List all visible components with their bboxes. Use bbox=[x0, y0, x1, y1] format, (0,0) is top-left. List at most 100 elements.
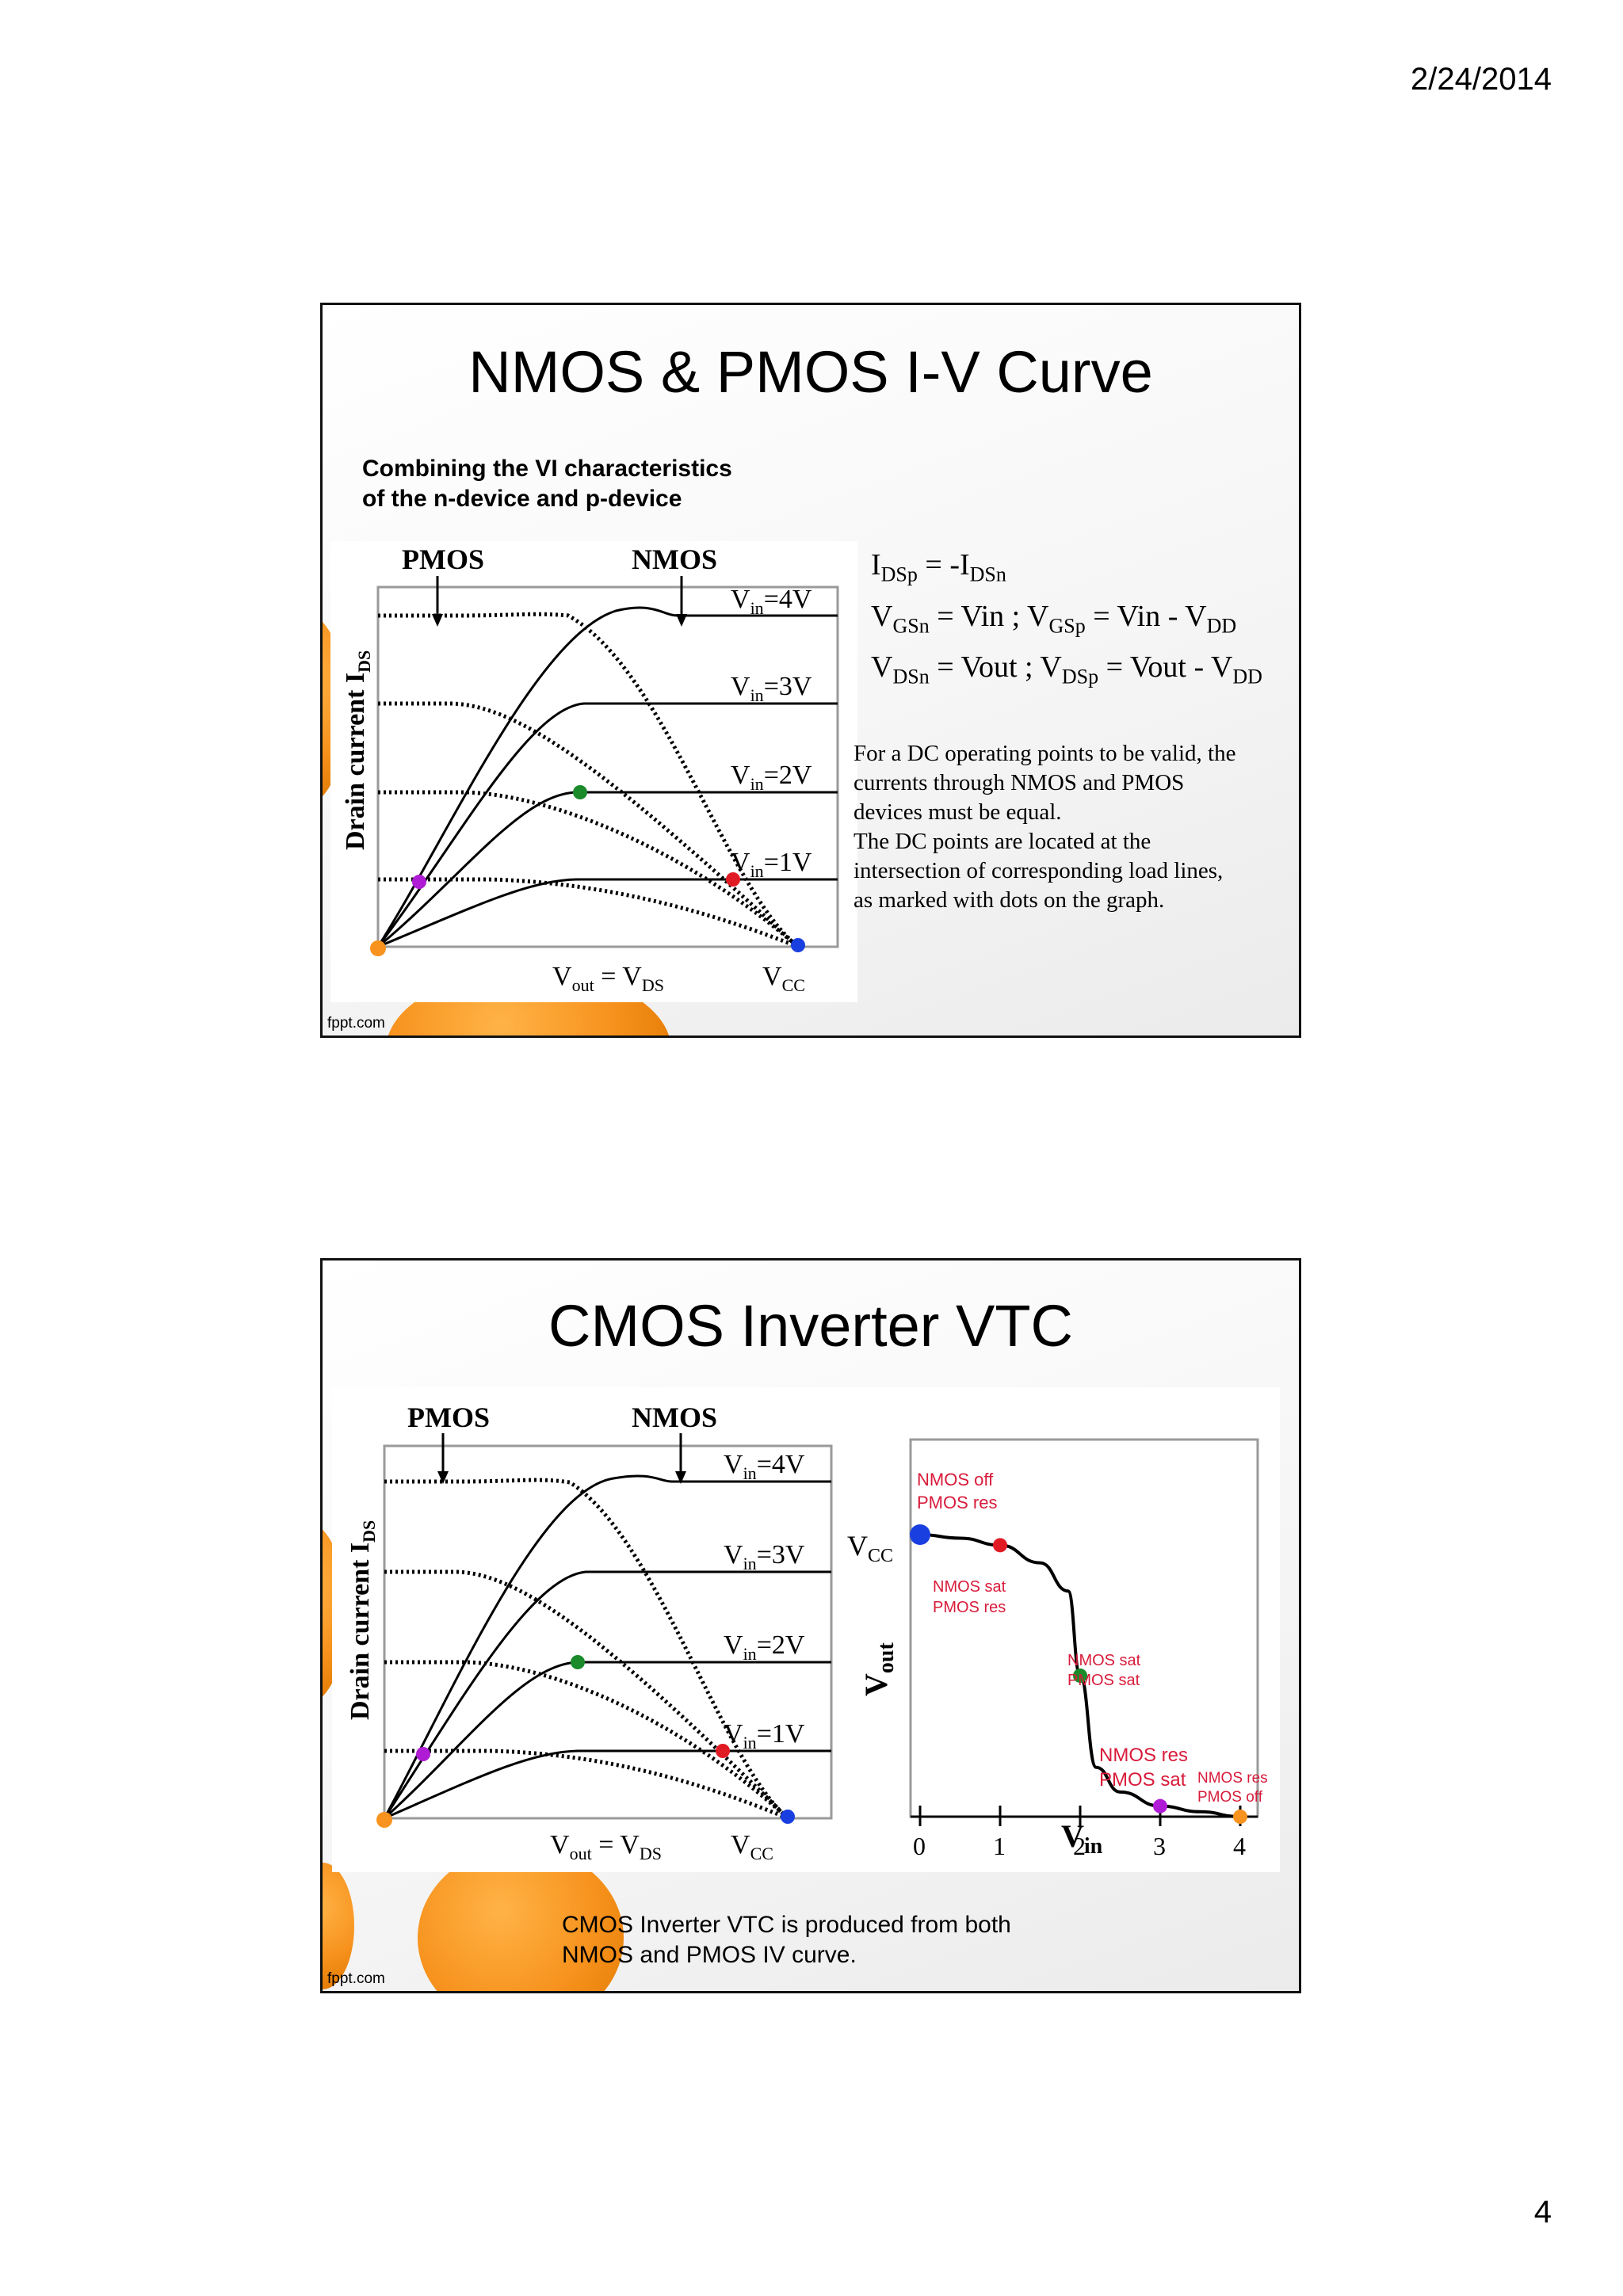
vtc-y-label-sub: out bbox=[874, 1642, 899, 1674]
nmos-curve-vin2 bbox=[377, 791, 838, 948]
vtc-x-label-sub: in bbox=[1084, 1834, 1103, 1859]
pmos-curve-vin1 bbox=[384, 1749, 789, 1821]
slide-cmos-vtc: CMOS Inverter VTC PMOS NMOS Drain curren… bbox=[320, 1258, 1301, 1993]
vtc-tick-label: 4 bbox=[1233, 1832, 1246, 1860]
vin-value: =3V bbox=[757, 1540, 805, 1569]
vin-prefix: V bbox=[724, 1630, 743, 1660]
vin-label-2: Vin=2V bbox=[731, 761, 812, 794]
eq-part: I bbox=[871, 548, 881, 582]
nmos-curve-vin1 bbox=[377, 878, 838, 948]
nmos-curve-vin4 bbox=[383, 1474, 831, 1819]
dot-purple bbox=[412, 875, 426, 889]
vin-prefix: V bbox=[731, 848, 750, 877]
vin-label-text: Vin=2V bbox=[724, 1630, 805, 1664]
vtc-points bbox=[910, 1524, 1247, 1824]
vcc-label: VCC bbox=[731, 1830, 773, 1863]
pmos-arrow-head bbox=[437, 1471, 449, 1484]
region-label-line: NMOS res bbox=[1197, 1770, 1268, 1787]
slide-title: NMOS & PMOS I-V Curve bbox=[468, 339, 1153, 405]
nmos-curve-vin4 bbox=[376, 606, 838, 948]
nmos-curve-vin2 bbox=[383, 1661, 831, 1820]
vin-sub: in bbox=[743, 1733, 757, 1753]
dot-blue bbox=[791, 938, 805, 952]
vin-sub: in bbox=[743, 1554, 757, 1573]
nmos-curve-vin1 bbox=[384, 1749, 831, 1820]
vin-prefix: V bbox=[731, 672, 750, 701]
y-axis-label: Drain current IDS bbox=[346, 1520, 379, 1720]
nmos-label: NMOS bbox=[632, 1402, 717, 1433]
eq-sub: DD bbox=[1232, 665, 1262, 688]
x-label-eq: = V bbox=[594, 962, 643, 991]
region-label-1: NMOS off PMOS res bbox=[917, 1470, 997, 1512]
vtc-point-green bbox=[1073, 1669, 1087, 1683]
x-label: V bbox=[552, 962, 572, 991]
x-axis-label: Vout = VDS bbox=[550, 1830, 662, 1863]
vin-label-text: Vin=2V bbox=[731, 761, 812, 794]
page-number: 4 bbox=[1533, 2195, 1552, 2229]
dot-orange bbox=[370, 940, 386, 956]
region-label-line: PMOS off bbox=[1197, 1789, 1263, 1806]
vin-prefix: V bbox=[731, 585, 750, 614]
equations: IDSp = -IDSn VGSn = Vin ; VGSp = Vin - V… bbox=[871, 544, 1262, 698]
eq-sub: DSp bbox=[880, 563, 918, 586]
nmos-arrow-head bbox=[675, 1471, 686, 1484]
vin-label-1: Vin=1V bbox=[731, 848, 812, 881]
vcc-sub: CC bbox=[782, 975, 805, 995]
vin-label-text: Vin=3V bbox=[724, 1540, 805, 1573]
vin-prefix: V bbox=[724, 1450, 743, 1479]
dc-operating-note: For a DC operating points to be valid, t… bbox=[854, 739, 1235, 915]
slide-title: CMOS Inverter VTC bbox=[548, 1293, 1073, 1359]
vtc-y-axis-label: Vout bbox=[858, 1642, 899, 1696]
vtc-tick-label: 0 bbox=[913, 1832, 926, 1860]
vin-sub: in bbox=[743, 1644, 757, 1664]
region-label-line: NMOS res bbox=[1099, 1745, 1188, 1766]
vin-label-text: Vin=1V bbox=[724, 1719, 805, 1753]
vtc-vcc-label: VCC bbox=[847, 1530, 893, 1566]
pmos-curve-vin2 bbox=[384, 1660, 789, 1820]
y-axis-label-text: Drain current I bbox=[341, 673, 370, 850]
eq-part: = -I bbox=[917, 548, 970, 582]
vtc-point-red bbox=[993, 1538, 1007, 1553]
nmos-curve-vin3 bbox=[383, 1570, 831, 1819]
pmos-curve-vin3 bbox=[384, 1569, 789, 1820]
equation-3: VDSn = Vout ; VDSp = Vout - VDD bbox=[871, 646, 1262, 698]
vin-label-text: Vin=1V bbox=[731, 848, 812, 881]
x-label-eq-sub: DS bbox=[642, 975, 664, 995]
vin-prefix: V bbox=[724, 1719, 743, 1749]
caption-line: NMOS and PMOS IV curve. bbox=[562, 1942, 857, 1968]
nmos-arrow-head bbox=[676, 614, 687, 627]
region-label-3: NMOS sat PMOS sat bbox=[1067, 1652, 1141, 1689]
vtc-vcc-text: V bbox=[847, 1530, 868, 1562]
note-line: For a DC operating points to be valid, t… bbox=[854, 741, 1236, 766]
eq-sub: DSp bbox=[1061, 665, 1099, 688]
vin-label-2: Vin=2V bbox=[724, 1630, 805, 1664]
vin-value: =4V bbox=[764, 585, 812, 614]
iv-plot-small: PMOS NMOS Drain current IDS Vin=4V Vin=3… bbox=[346, 1402, 833, 1863]
x-label-eq-sub: DS bbox=[640, 1844, 662, 1863]
pmos-label: PMOS bbox=[402, 543, 484, 575]
vcc-text: V bbox=[762, 962, 782, 991]
region-label-4: NMOS res PMOS sat bbox=[1099, 1745, 1188, 1791]
x-label-sub: out bbox=[570, 1844, 592, 1863]
nmos-label: NMOS bbox=[632, 543, 717, 575]
eq-part: V bbox=[871, 599, 893, 633]
vin-prefix: V bbox=[724, 1540, 743, 1569]
x-axis-label: Vout = VDS bbox=[552, 962, 664, 995]
vin-value: =2V bbox=[757, 1630, 805, 1660]
vin-value: =4V bbox=[757, 1450, 805, 1479]
subtitle-line: of the n-device and p-device bbox=[362, 486, 682, 512]
pmos-curve-vin4 bbox=[384, 1478, 789, 1820]
vcc-text: V bbox=[731, 1830, 750, 1859]
vin-value: =3V bbox=[764, 672, 812, 701]
vtc-point-orange bbox=[1233, 1810, 1247, 1824]
pmos-curve-vin4 bbox=[378, 612, 800, 948]
dot-red bbox=[716, 1744, 730, 1758]
pmos-curve-vin1 bbox=[378, 877, 799, 949]
vcc-sub: CC bbox=[750, 1844, 773, 1863]
vin-label-text: Vin=4V bbox=[724, 1450, 805, 1483]
vin-sub: in bbox=[743, 1463, 757, 1483]
eq-sub: GSn bbox=[892, 614, 930, 638]
vin-value: =2V bbox=[764, 761, 812, 790]
x-label-sub: out bbox=[572, 975, 594, 995]
